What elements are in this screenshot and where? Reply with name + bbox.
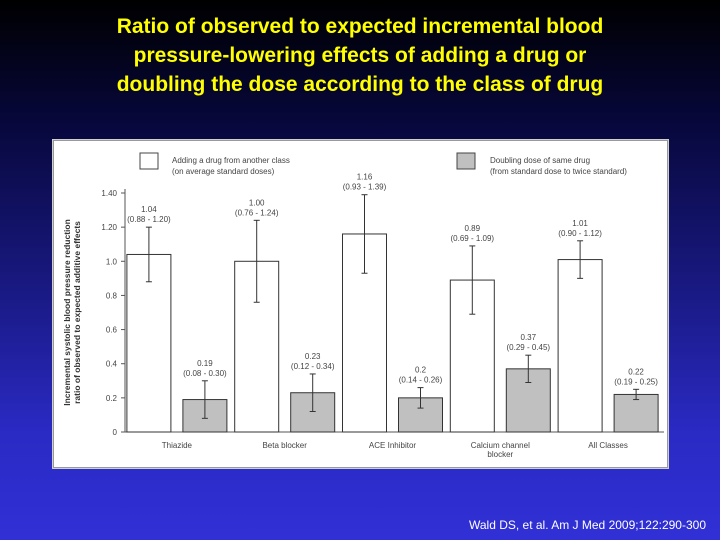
ci-label-2-2: (0.12 - 0.34) <box>291 362 335 371</box>
data-label-1-2: 1.00 <box>249 198 265 207</box>
y-tick-label: 0 <box>113 428 118 437</box>
data-label-1-1: 1.04 <box>141 205 157 214</box>
bar-add-drug-5 <box>557 259 603 433</box>
legend-swatch-1 <box>139 152 159 170</box>
y-tick-label: 0.4 <box>106 360 118 369</box>
data-label-1-3: 1.16 <box>357 173 373 182</box>
category-label-4-line-1: Calcium channel <box>471 441 530 450</box>
legend-label-1-line-2: (on average standard doses) <box>172 167 275 176</box>
data-label-2-1: 0.19 <box>197 359 213 368</box>
ci-label-1-1: (0.88 - 1.20) <box>127 215 171 224</box>
y-tick-label: 0.2 <box>106 394 118 403</box>
y-tick-label: 1.0 <box>106 257 118 266</box>
ci-label-1-4: (0.69 - 1.09) <box>451 234 495 243</box>
category-label-1: Thiazide <box>162 441 193 450</box>
data-label-2-4: 0.37 <box>521 333 537 342</box>
ci-label-1-3: (0.93 - 1.39) <box>343 183 387 192</box>
ci-label-2-5: (0.19 - 0.25) <box>614 377 658 386</box>
ci-label-2-3: (0.14 - 0.26) <box>399 376 443 385</box>
y-axis-title-line-1: Incremental systolic blood pressure redu… <box>62 219 72 406</box>
data-label-2-2: 0.23 <box>305 352 321 361</box>
chart-panel: 0 0.2 0.4 0.6 0.8 1.0 1.20 1.40 Incremental syst… <box>53 140 668 468</box>
category-label-3: ACE Inhibitor <box>369 441 416 450</box>
ci-label-1-2: (0.76 - 1.24) <box>235 208 279 217</box>
title-line-2: pressure-lowering effects of adding a dr… <box>133 44 587 67</box>
data-label-1-5: 1.01 <box>572 219 588 228</box>
y-tick-label: 1.40 <box>101 189 117 198</box>
bar-add-drug-2 <box>234 260 280 433</box>
y-axis-title-line-2: ratio of observed to expected additive e… <box>72 221 82 404</box>
title-line-1: Ratio of observed to expected incrementa… <box>116 15 604 38</box>
bar-double-dose-5 <box>613 393 659 433</box>
slide-title: Ratio of observed to expected incrementa… <box>20 12 700 99</box>
bar-chart: 0 0.2 0.4 0.6 0.8 1.0 1.20 1.40 Incremental syst… <box>62 152 664 459</box>
y-tick-label: 0.8 <box>106 291 118 300</box>
legend-swatch-2 <box>456 152 476 170</box>
title-line-3: doubling the dose according to the class… <box>116 73 604 96</box>
category-label-2: Beta blocker <box>262 441 307 450</box>
category-label-4-line-2: blocker <box>487 450 513 459</box>
legend-label-2-line-2: (from standard dose to twice standard) <box>490 167 627 176</box>
data-label-1-4: 0.89 <box>465 224 481 233</box>
legend-label-1-line-1: Adding a drug from another class <box>172 156 290 165</box>
category-label-5: All Classes <box>588 441 628 450</box>
y-tick-label: 1.20 <box>101 223 117 232</box>
ci-label-2-1: (0.08 - 0.30) <box>183 369 227 378</box>
ci-label-1-5: (0.90 - 1.12) <box>558 229 602 238</box>
data-label-2-5: 0.22 <box>628 367 644 376</box>
legend-label-2-line-1: Doubling dose of same drug <box>490 156 590 165</box>
ci-label-2-4: (0.29 - 0.45) <box>507 343 551 352</box>
y-tick-label: 0.6 <box>106 326 118 335</box>
citation: Wald DS, et al. Am J Med 2009;122:290-30… <box>468 518 706 532</box>
data-label-2-3: 0.2 <box>415 366 427 375</box>
